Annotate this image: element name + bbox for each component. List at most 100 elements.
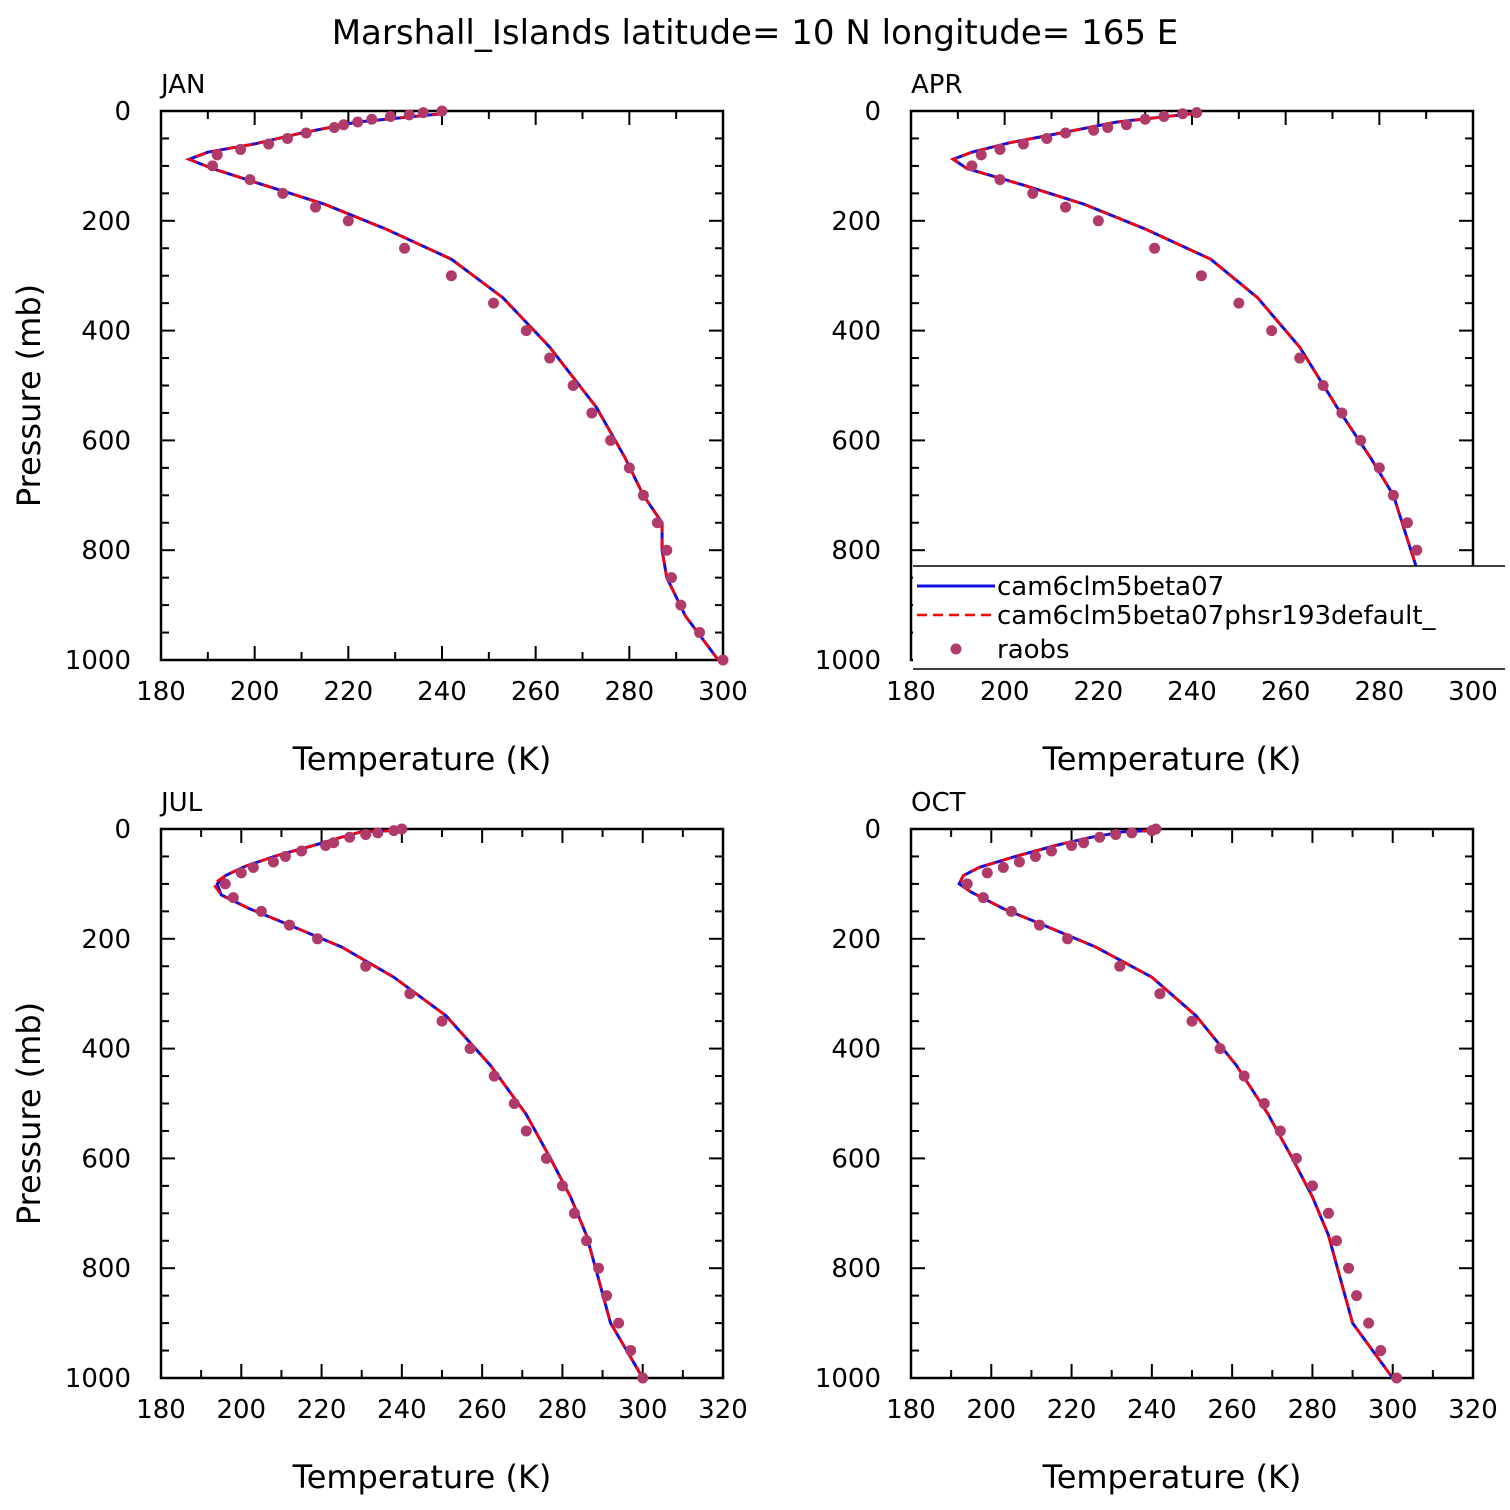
raobs-point — [556, 1180, 568, 1192]
raobs-point — [1322, 1207, 1334, 1219]
raobs-point — [1102, 121, 1114, 133]
raobs-point — [961, 878, 973, 890]
raobs-point — [694, 627, 706, 639]
raobs-point — [1214, 1043, 1226, 1055]
raobs-point — [279, 850, 291, 862]
raobs-point — [283, 919, 295, 931]
raobs-point — [997, 861, 1009, 873]
raobs-point — [296, 845, 307, 857]
panels: 180 200 220 240 260 280 300 0 200 400 600 800 1000 JA… — [10, 70, 1498, 1496]
raobs-point — [637, 1372, 649, 1384]
y-tick-label: 600 — [81, 426, 131, 456]
raobs-point — [1317, 380, 1329, 391]
raobs-point — [300, 127, 312, 139]
raobs-point — [445, 270, 457, 282]
raobs-point — [1177, 108, 1189, 120]
raobs-point — [994, 174, 1006, 186]
series-line-cam6clm5beta07 — [957, 829, 1394, 1379]
raobs-point — [267, 856, 279, 868]
raobs-point — [352, 116, 364, 128]
raobs-point — [637, 489, 649, 501]
y-tick-label: 200 — [81, 207, 131, 237]
raobs-point — [1088, 124, 1100, 136]
raobs-point — [1373, 462, 1385, 474]
raobs-point — [404, 988, 416, 1000]
raobs-point — [211, 149, 223, 161]
raobs-point — [399, 242, 411, 254]
plot-frame — [159, 109, 725, 662]
x-tick-label: 180 — [886, 677, 936, 707]
raobs-point — [235, 867, 247, 879]
raobs-point — [540, 1152, 552, 1164]
raobs-point — [436, 1015, 448, 1027]
x-tick-label: 200 — [966, 1395, 1016, 1425]
raobs-point — [1078, 837, 1090, 849]
x-tick-label: 260 — [1261, 677, 1311, 707]
y-tick-label: 0 — [864, 97, 881, 127]
raobs-point — [1331, 1235, 1343, 1247]
raobs-point — [613, 1317, 625, 1329]
y-tick-label: 400 — [81, 317, 131, 347]
raobs-point — [508, 1098, 520, 1109]
raobs-point — [1126, 827, 1138, 839]
raobs-point — [1062, 933, 1074, 945]
x-tick-label: 240 — [377, 1395, 427, 1425]
raobs-point — [384, 110, 396, 122]
raobs-point — [966, 160, 978, 172]
panel-title: APR — [911, 70, 963, 100]
x-axis-label: Temperature (K) — [1042, 740, 1302, 778]
raobs-point — [977, 892, 989, 904]
raobs-point — [255, 905, 267, 917]
raobs-point — [366, 113, 378, 125]
raobs-point — [1387, 489, 1399, 501]
raobs-series — [966, 107, 1479, 666]
x-tick-label: 280 — [538, 1395, 588, 1425]
raobs-point — [651, 517, 663, 529]
raobs-point — [994, 143, 1006, 155]
raobs-point — [1274, 1125, 1286, 1137]
raobs-point — [1351, 1290, 1363, 1302]
raobs-point — [1033, 919, 1045, 931]
raobs-point — [1029, 850, 1041, 862]
raobs-point — [1258, 1098, 1270, 1109]
raobs-point — [310, 201, 322, 213]
y-tick-label: 200 — [81, 925, 131, 955]
x-tick-label: 300 — [618, 1395, 668, 1425]
y-tick-label: 600 — [831, 1144, 881, 1174]
x-tick-label: 220 — [324, 677, 374, 707]
raobs-point — [1375, 1345, 1387, 1357]
panel-title: OCT — [911, 788, 966, 818]
raobs-point — [328, 121, 340, 133]
legend-background — [913, 566, 1508, 669]
raobs-point — [520, 1125, 532, 1137]
legend-label: raobs — [997, 635, 1070, 665]
panel-oct: 180 200 220 240 260 280 300 320 0 200 400 600 800 100… — [815, 788, 1498, 1496]
series-line-cam6clm5beta07 — [184, 112, 720, 661]
raobs-point — [244, 174, 256, 186]
x-tick-label: 240 — [1167, 677, 1217, 707]
raobs-point — [1294, 352, 1306, 364]
y-axis-label: Pressure (mb) — [10, 284, 48, 507]
raobs-series — [961, 823, 1403, 1384]
panel-jul: 180 200 220 240 260 280 300 320 0 200 400 600 800 100… — [10, 788, 748, 1496]
raobs-point — [1017, 138, 1029, 150]
x-tick-label: 220 — [297, 1395, 347, 1425]
x-tick-label: 300 — [1448, 677, 1498, 707]
raobs-point — [1306, 1180, 1318, 1192]
y-tick-label: 1000 — [65, 1364, 131, 1394]
raobs-point — [1094, 831, 1106, 843]
x-tick-label: 280 — [605, 677, 655, 707]
raobs-point — [544, 352, 556, 364]
y-tick-label: 400 — [831, 1035, 881, 1065]
raobs-point — [1060, 201, 1072, 213]
raobs-point — [1110, 828, 1122, 840]
raobs-point — [227, 892, 239, 904]
series-line-cam6clm5beta07phsr193default — [957, 829, 1394, 1379]
x-tick-label: 280 — [1355, 677, 1405, 707]
x-tick-label: 200 — [216, 1395, 266, 1425]
raobs-point — [338, 119, 350, 131]
raobs-point — [235, 143, 247, 155]
x-tick-label: 320 — [698, 1395, 748, 1425]
panel-apr: 180 200 220 240 260 280 300 0 200 400 600 800 1000 AP… — [815, 70, 1498, 778]
